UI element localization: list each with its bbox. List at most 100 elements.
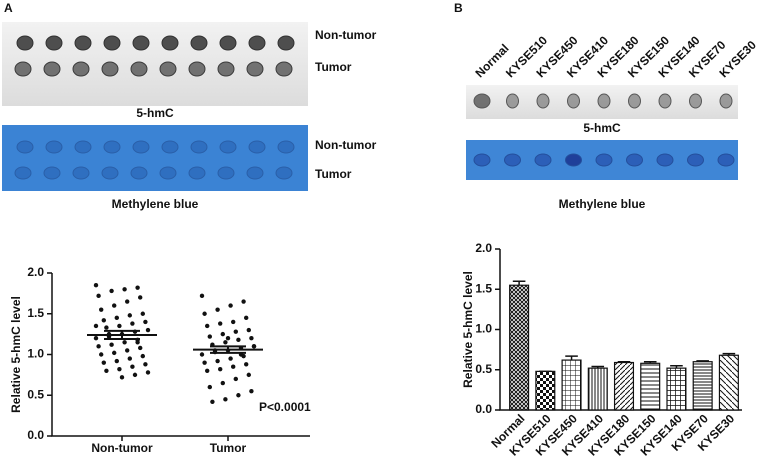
bar bbox=[587, 367, 608, 411]
blot-dot bbox=[43, 166, 61, 180]
blot-dot bbox=[473, 93, 491, 109]
blot-dot bbox=[74, 35, 92, 51]
sem-bar bbox=[210, 345, 246, 354]
blot-dot bbox=[159, 166, 177, 180]
data-point bbox=[93, 283, 99, 288]
blot-dot bbox=[45, 35, 63, 51]
blot-dot bbox=[277, 35, 295, 51]
data-point bbox=[138, 345, 143, 351]
data-point bbox=[125, 348, 130, 353]
blot-dot bbox=[103, 140, 121, 154]
data-point bbox=[233, 329, 238, 334]
blot-dot bbox=[719, 93, 733, 109]
data-point bbox=[205, 368, 210, 373]
data-point bbox=[135, 340, 140, 345]
blot-caption: Methylene blue bbox=[112, 197, 199, 211]
data-point bbox=[228, 303, 233, 308]
data-point bbox=[249, 336, 254, 341]
blot-row-label: Non-tumor bbox=[315, 138, 377, 152]
data-point bbox=[215, 307, 220, 312]
data-point bbox=[112, 350, 117, 356]
data-point bbox=[202, 311, 207, 316]
y-tick-label: 1.5 bbox=[27, 306, 44, 320]
y-tick-label: 0.5 bbox=[475, 362, 492, 376]
blot-dot bbox=[246, 61, 264, 77]
y-tick-label: 2.0 bbox=[475, 241, 492, 255]
blot-dot bbox=[248, 140, 266, 154]
blot-dot bbox=[45, 140, 63, 154]
blot-dot bbox=[130, 61, 148, 77]
data-point bbox=[249, 388, 254, 394]
blot-row-label: Non-tumor bbox=[315, 28, 377, 42]
bar bbox=[535, 370, 556, 411]
error-bar bbox=[565, 355, 578, 361]
data-point bbox=[117, 323, 122, 329]
blot-dot bbox=[43, 61, 61, 77]
blot-dot bbox=[132, 35, 150, 51]
data-point bbox=[218, 321, 223, 326]
data-point bbox=[109, 288, 114, 294]
blot-dot bbox=[565, 153, 582, 167]
blot-row-label: Tumor bbox=[315, 60, 352, 74]
blot-dot bbox=[534, 153, 552, 167]
blot-dot bbox=[188, 61, 206, 77]
blot-dot bbox=[656, 153, 674, 167]
data-point bbox=[93, 323, 99, 329]
data-point bbox=[104, 368, 109, 373]
blot-dot bbox=[567, 93, 580, 109]
blot-dot bbox=[159, 61, 177, 77]
blot-dot bbox=[536, 93, 550, 109]
data-point bbox=[218, 366, 223, 372]
data-point bbox=[125, 299, 130, 304]
data-point bbox=[251, 344, 257, 349]
data-point bbox=[228, 356, 233, 361]
blot-dot bbox=[687, 153, 704, 167]
blot-row-label: Tumor bbox=[315, 167, 352, 181]
bar bbox=[692, 361, 713, 411]
y-axis-label: Relative 5-hmC level bbox=[461, 271, 475, 388]
data-point bbox=[205, 323, 210, 329]
blot-dot bbox=[275, 166, 293, 180]
blot bbox=[2, 125, 308, 191]
blot-dot bbox=[16, 140, 34, 154]
blot-dot bbox=[161, 140, 179, 154]
data-point bbox=[231, 319, 236, 325]
blot-dot bbox=[14, 61, 32, 77]
data-point bbox=[127, 313, 132, 318]
blot-dot bbox=[130, 166, 148, 180]
data-point bbox=[122, 340, 127, 345]
bar bbox=[718, 354, 739, 411]
blot-dot bbox=[658, 93, 672, 109]
blot-dot bbox=[506, 93, 519, 109]
data-point bbox=[236, 393, 241, 398]
blot-dot bbox=[275, 61, 293, 77]
y-tick-label: 0.0 bbox=[27, 428, 44, 442]
annotation: P<0.0001 bbox=[259, 400, 311, 414]
data-point bbox=[101, 318, 107, 323]
blot-dot bbox=[161, 35, 179, 51]
data-point bbox=[220, 331, 225, 337]
data-point bbox=[199, 293, 205, 299]
data-point bbox=[145, 370, 151, 375]
blot-dot bbox=[689, 93, 702, 109]
blot-dot bbox=[628, 93, 641, 109]
data-point bbox=[143, 319, 148, 325]
data-point bbox=[223, 397, 228, 402]
blot-dot bbox=[16, 35, 34, 51]
blot-dot bbox=[14, 166, 32, 180]
blot-dot bbox=[217, 166, 235, 180]
bar bbox=[561, 359, 582, 411]
data-point bbox=[93, 336, 99, 341]
blot-dot bbox=[217, 61, 235, 77]
blot-dot bbox=[626, 153, 643, 167]
data-point bbox=[101, 360, 107, 365]
blot-caption: 5-hmC bbox=[136, 106, 174, 120]
y-tick-label: 0.5 bbox=[27, 387, 44, 401]
data-point bbox=[96, 293, 101, 299]
data-point bbox=[138, 295, 143, 300]
data-point bbox=[246, 327, 251, 333]
data-point bbox=[143, 362, 148, 367]
data-point bbox=[117, 366, 122, 372]
data-point bbox=[122, 287, 127, 292]
blot-caption: Methylene blue bbox=[559, 197, 646, 211]
